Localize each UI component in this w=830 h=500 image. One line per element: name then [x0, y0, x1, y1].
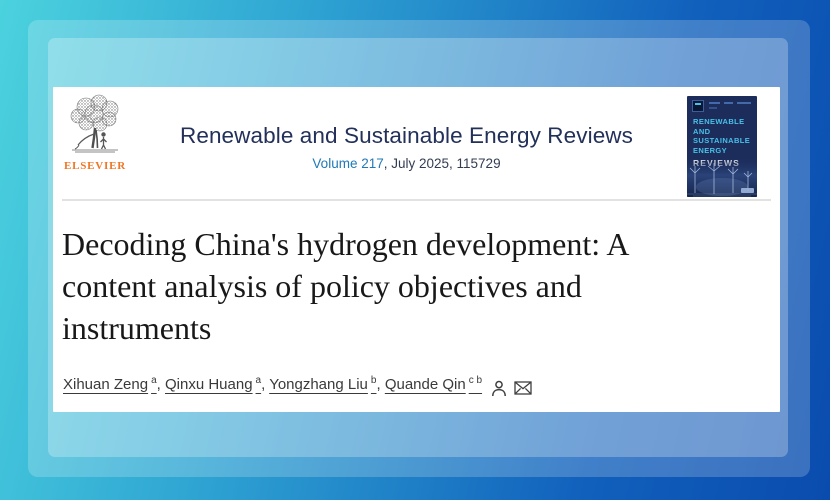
journal-cover-thumbnail[interactable]: RENEWABLE AND SUSTAINABLE ENERGY REVIEWS [687, 96, 757, 197]
author-superscript: b [370, 375, 377, 386]
elsevier-logo[interactable]: ELSEVIER [62, 94, 128, 172]
volume-link[interactable]: Volume 217 [312, 156, 384, 171]
envelope-icon[interactable] [514, 381, 532, 395]
journal-name-link[interactable]: Renewable and Sustainable Energy Reviews [179, 123, 634, 148]
volume-issue-line: Volume 217, July 2025, 115729 [137, 156, 676, 171]
cover-masthead [692, 100, 753, 113]
elsevier-tree-icon [70, 94, 119, 153]
article-header-card: ELSEVIER Renewable and Sustainable Energ… [53, 87, 780, 412]
cover-publisher-badge [741, 188, 754, 193]
author-superscript: c b [468, 375, 483, 386]
author-link[interactable]: Xihuan Zeng a [63, 375, 157, 394]
author-superscript: a [255, 375, 262, 386]
author-link[interactable]: Qinxu Huang a [164, 375, 262, 394]
author-link[interactable]: Yongzhang Liu b [269, 375, 377, 394]
issue-info: , July 2025, 115729 [383, 156, 501, 171]
header-divider [62, 199, 771, 201]
cover-journal-title: RENEWABLE AND SUSTAINABLE ENERGY [693, 117, 751, 155]
author-link[interactable]: Quande Qin c b [384, 375, 483, 394]
journal-title-block: Renewable and Sustainable Energy Reviews… [137, 123, 676, 171]
cover-logo-icon [692, 100, 704, 112]
author-superscript: a [151, 375, 157, 386]
journal-header: ELSEVIER Renewable and Sustainable Energ… [53, 87, 780, 199]
person-icon[interactable] [491, 380, 507, 397]
elsevier-wordmark: ELSEVIER [63, 160, 127, 172]
article-title: Decoding China's hydrogen development: A… [62, 226, 630, 346]
author-list: Xihuan Zeng a, Qinxu Huang a, Yongzhang Li… [63, 375, 771, 398]
